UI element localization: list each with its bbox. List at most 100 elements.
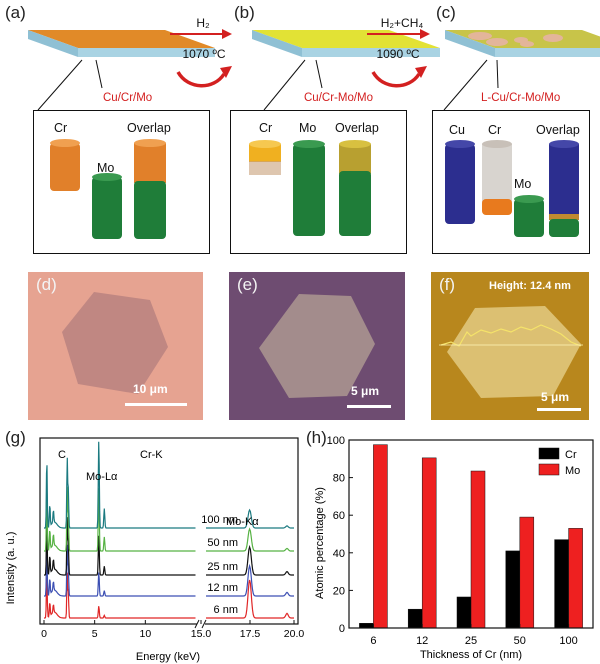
h-ytick-4: 80 (333, 473, 345, 485)
h-bar-mo-100 (568, 528, 583, 629)
g-spectrum-right-0 (206, 579, 294, 619)
arrow-bc-gas: H₂+CH₄ (380, 16, 424, 30)
afm-image-f: (f) Height: 12.4 nm 5 μm (431, 272, 589, 420)
hexagon-d (62, 292, 168, 394)
arrow-bc-temp: 1090 ºC (376, 47, 420, 61)
inset-a: Cr Mo Overlap (33, 110, 210, 254)
scale-label-f: 5 μm (541, 390, 570, 404)
inset-c-label-cu: Cu (449, 123, 465, 137)
atomic-percentage-bar-chart: Atomic percentage (%) 0 20 40 60 80 100 6 12 25 5… (314, 435, 594, 661)
panel-b-label: (b) (234, 3, 255, 22)
inset-a-maps (50, 139, 166, 239)
inset-b: Cr Mo Overlap (230, 110, 407, 254)
panel-f-label: (f) (439, 275, 456, 294)
h-xlabel: Thickness of Cr (nm) (420, 649, 522, 661)
panel-e-label: (e) (237, 275, 258, 294)
panel-g-label: (g) (5, 428, 26, 447)
h-xtick-50: 50 (514, 635, 526, 647)
h-xtick-100: 100 (559, 635, 577, 647)
sample-label-c: L-Cu/Cr-Mo/Mo (481, 92, 561, 104)
h-bar-cr-50 (505, 550, 521, 629)
h-legend-label-cr: Cr (565, 449, 577, 461)
g-tick-4: 17.5 (240, 628, 261, 640)
peak-label-mo-la: Mo-Lα (86, 471, 118, 483)
g-spectrum-left-3 (44, 486, 196, 552)
h-legend-swatch-cr (538, 447, 560, 460)
arrow-ab-temp: 1070 ºC (182, 47, 226, 61)
g-tick-3: 15.0 (191, 628, 212, 640)
panel-c-label: (c) (436, 3, 456, 22)
g-series-label-3: 50 nm (207, 537, 238, 549)
h-bar-mo-6 (373, 444, 388, 629)
optical-image-e: (e) 5 μm (229, 272, 405, 420)
panel-d-label: (d) (36, 275, 57, 294)
g-series-label-4: 100 nm (201, 514, 238, 526)
h-bar-cr-100 (554, 539, 569, 629)
h-ytick-5: 100 (327, 435, 345, 447)
sample-label-b: Cu/Cr-Mo/Mo (304, 92, 374, 104)
inset-b-label-cr: Cr (259, 121, 273, 135)
g-series-label-0: 6 nm (214, 604, 238, 616)
inset-c: Cu Cr Mo Overlap (432, 110, 590, 254)
g-tick-2: 10 (139, 628, 151, 640)
g-spectrum-right-4 (206, 508, 294, 529)
peak-label-cr-k: Cr-K (140, 449, 163, 461)
g-spectrum-left-2 (44, 517, 196, 576)
h-ylabel: Atomic percentage (%) (314, 487, 326, 599)
h-xtick-12: 12 (416, 635, 428, 647)
h-bar-cr-12 (407, 608, 423, 629)
callout-lines (37, 59, 499, 111)
h-bar-mo-50 (519, 516, 535, 629)
h-legend: Cr Mo (538, 447, 580, 477)
inset-c-maps (445, 140, 579, 237)
inset-c-label-overlap: Overlap (536, 123, 580, 137)
substrate-schematics (28, 29, 600, 111)
h-ytick-2: 40 (333, 548, 345, 560)
h-legend-swatch-mo (538, 463, 560, 476)
h-ytick-1: 20 (333, 585, 345, 597)
arrow-a-to-b (170, 29, 232, 88)
h-bar-mo-25 (470, 470, 486, 629)
h-bar-cr-6 (359, 623, 374, 629)
peak-label-mo-ka: Mo-Kα (226, 516, 259, 528)
g-spectrum-left-0 (44, 572, 196, 619)
g-series-label-1: 12 nm (207, 582, 238, 594)
panel-h-label: (h) (306, 428, 327, 447)
afm-hexagon-f (439, 306, 583, 398)
h-bar-mo-12 (421, 457, 437, 629)
g-spectrum-left-4 (44, 441, 196, 529)
peak-label-c: C (58, 449, 66, 461)
h-xtick-6: 6 (370, 635, 376, 647)
optical-image-d: (d) 10 μm (28, 272, 203, 420)
scale-label-d: 10 μm (133, 382, 168, 396)
inset-a-label-overlap: Overlap (127, 121, 171, 135)
h-legend-label-mo: Mo (565, 465, 580, 477)
slab-c (445, 30, 600, 57)
inset-b-label-mo: Mo (299, 121, 317, 135)
g-spectrum-left-1 (44, 544, 196, 597)
h-ytick-3: 60 (333, 510, 345, 522)
inset-a-label-cr: Cr (54, 121, 68, 135)
g-tick-5: 20.0 (284, 628, 305, 640)
inset-c-label-cr: Cr (488, 123, 502, 137)
h-bar-cr-25 (456, 596, 472, 629)
arrow-ab-gas: H₂ (196, 16, 210, 30)
g-tick-1: 5 (92, 628, 98, 640)
scalebar-e (347, 405, 391, 408)
scale-label-e: 5 μm (351, 384, 380, 398)
g-xlabel: Energy (keV) (136, 651, 200, 663)
arrow-b-to-c (367, 29, 430, 88)
panel-a-label: (a) (5, 3, 26, 22)
g-spectrum-right-3 (206, 527, 294, 552)
inset-b-maps (249, 140, 371, 236)
h-ytick-0: 0 (339, 623, 345, 635)
height-label-f: Height: 12.4 nm (489, 280, 571, 292)
inset-a-label-mo: Mo (97, 161, 115, 175)
g-tick-0: 0 (41, 628, 47, 640)
g-spectrum-right-1 (206, 563, 294, 597)
sample-label-a: Cu/Cr/Mo (103, 92, 153, 104)
hexagon-e (259, 294, 375, 398)
inset-c-label-mo: Mo (514, 177, 532, 191)
scalebar-d (125, 403, 187, 406)
